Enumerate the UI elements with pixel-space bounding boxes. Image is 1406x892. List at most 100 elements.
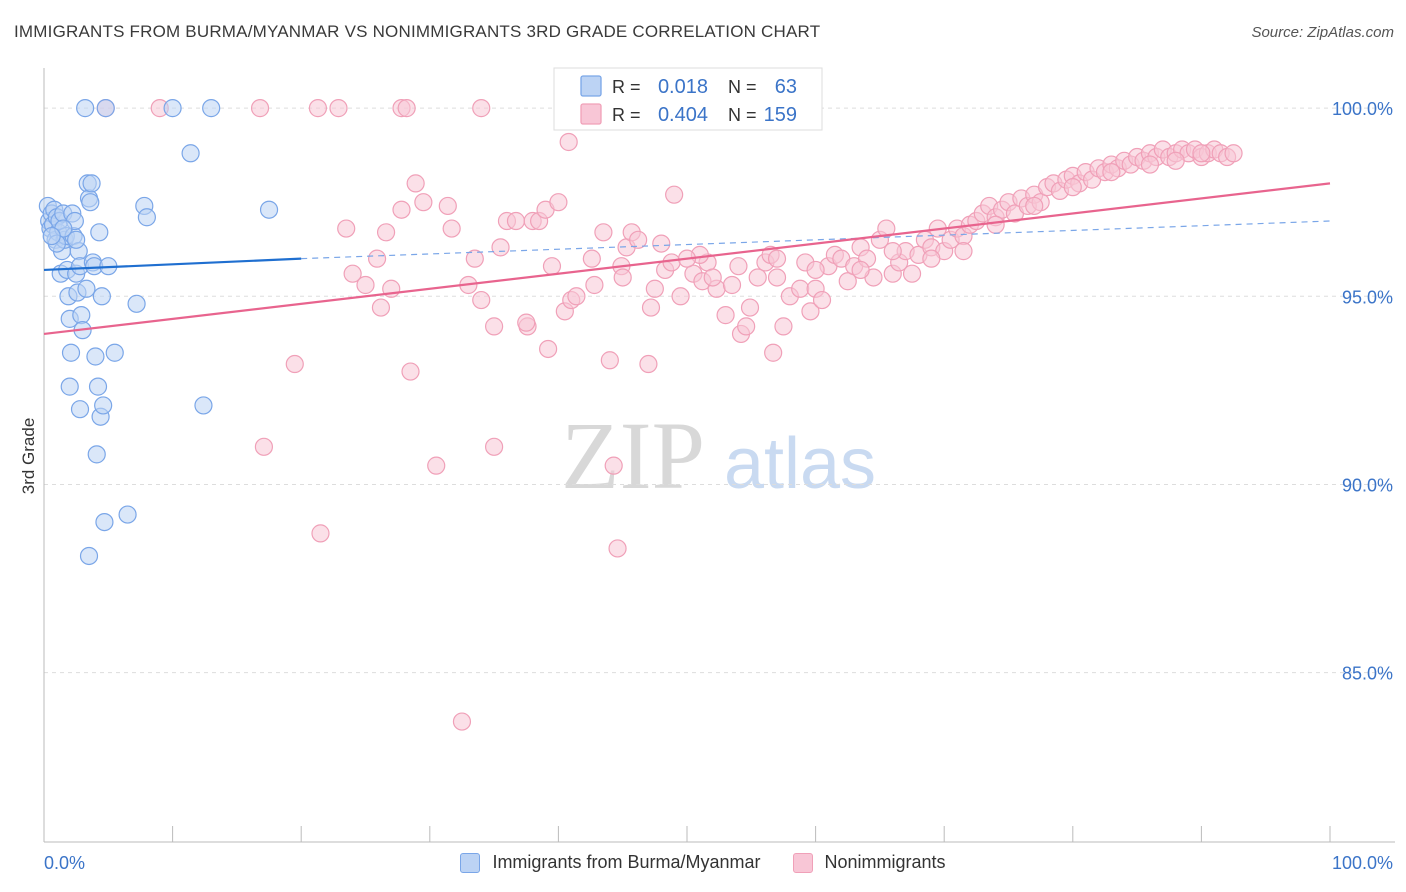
data-point <box>542 257 562 276</box>
y-tick-label: 95.0% <box>1342 287 1393 307</box>
data-point <box>90 223 109 242</box>
data-point <box>472 290 491 310</box>
bottom-legend: Immigrants from Burma/Myanmar Nonimmigra… <box>0 852 1406 873</box>
data-point <box>472 99 491 118</box>
data-point <box>954 242 973 261</box>
data-point <box>608 539 627 558</box>
data-point <box>202 99 221 118</box>
data-point <box>485 437 504 456</box>
data-point <box>96 99 115 118</box>
y-tick-label: 100.0% <box>1332 99 1393 119</box>
data-point <box>902 264 922 283</box>
top-legend-swatch <box>580 103 602 125</box>
y-tick-label: 90.0% <box>1342 475 1393 495</box>
data-point <box>549 193 568 212</box>
data-point <box>986 215 1005 234</box>
top-legend: R = 0.018 N = 63 R = 0.404 N = 159 <box>553 67 823 131</box>
data-point <box>343 264 362 283</box>
data-point <box>356 275 375 295</box>
data-point <box>600 351 619 370</box>
data-point <box>652 234 671 253</box>
data-point <box>641 298 661 317</box>
data-point <box>737 317 756 336</box>
data-point <box>748 268 767 287</box>
data-point <box>767 249 787 268</box>
data-point <box>87 445 106 464</box>
r-label: R = <box>612 77 641 97</box>
data-point <box>740 298 760 317</box>
legend-label-immigrants: Immigrants from Burma/Myanmar <box>492 852 761 872</box>
data-point <box>465 249 484 268</box>
data-point <box>60 377 79 396</box>
legend-swatch-pink <box>792 852 813 873</box>
data-point <box>716 306 735 325</box>
r-label: R = <box>612 105 641 125</box>
data-point <box>376 223 396 242</box>
data-point <box>629 230 648 249</box>
x-tick-label-max: 100.0% <box>1332 853 1393 873</box>
data-point <box>729 257 748 276</box>
data-point <box>1025 196 1044 216</box>
data-point <box>163 99 182 118</box>
r-value: 0.404 <box>658 104 708 126</box>
n-label: N = <box>728 105 757 125</box>
data-point <box>79 546 99 566</box>
data-point <box>812 290 832 310</box>
data-point <box>94 396 113 415</box>
data-point <box>254 437 274 456</box>
data-point <box>585 275 604 295</box>
data-point <box>722 275 742 295</box>
data-point <box>401 362 420 381</box>
data-point <box>285 354 304 374</box>
data-point <box>559 132 578 152</box>
series-immigrants <box>38 99 279 566</box>
r-value: 0.018 <box>658 76 708 98</box>
data-point <box>491 238 510 257</box>
data-point <box>61 343 81 362</box>
data-point <box>88 377 108 396</box>
data-point <box>427 456 446 475</box>
data-point <box>1166 151 1185 170</box>
data-point <box>1224 144 1243 163</box>
data-point <box>645 279 664 298</box>
data-point <box>517 313 536 332</box>
top-legend-swatch <box>580 75 602 97</box>
legend-label-nonimmigrants: Nonimmigrants <box>824 852 946 872</box>
data-point <box>639 354 658 374</box>
data-point <box>406 174 425 193</box>
data-point <box>1140 155 1160 174</box>
chart-title: IMMIGRANTS FROM BURMA/MYANMAR VS NONIMMI… <box>14 22 821 41</box>
legend-swatch-blue <box>460 852 481 873</box>
data-point <box>604 456 623 475</box>
data-point <box>774 317 793 336</box>
data-point <box>791 279 810 298</box>
data-point <box>308 99 328 118</box>
data-point <box>922 249 941 268</box>
legend-item-immigrants[interactable]: Immigrants from Burma/Myanmar <box>460 852 761 873</box>
data-point <box>414 193 433 212</box>
data-point <box>137 208 156 227</box>
data-point <box>72 306 91 325</box>
data-point <box>67 230 86 249</box>
data-point <box>613 268 632 287</box>
legend-item-nonimmigrants[interactable]: Nonimmigrants <box>792 852 946 873</box>
data-point <box>105 343 124 362</box>
y-tick-label: 85.0% <box>1342 664 1393 684</box>
data-point <box>371 298 391 317</box>
data-point <box>181 144 200 163</box>
data-point <box>1192 144 1211 163</box>
data-point <box>127 294 146 313</box>
x-tick-label-min: 0.0% <box>44 853 85 873</box>
data-point <box>81 193 100 212</box>
data-point <box>194 396 213 415</box>
data-point <box>801 302 820 321</box>
data-point <box>506 211 526 231</box>
trendline-immigrants <box>43 257 302 272</box>
data-point <box>594 223 613 242</box>
data-point <box>883 242 902 261</box>
watermark-atlas: atlas <box>724 424 876 504</box>
data-point <box>671 287 690 306</box>
data-point <box>337 219 356 238</box>
n-value: 63 <box>775 76 797 98</box>
data-point <box>1102 162 1121 182</box>
